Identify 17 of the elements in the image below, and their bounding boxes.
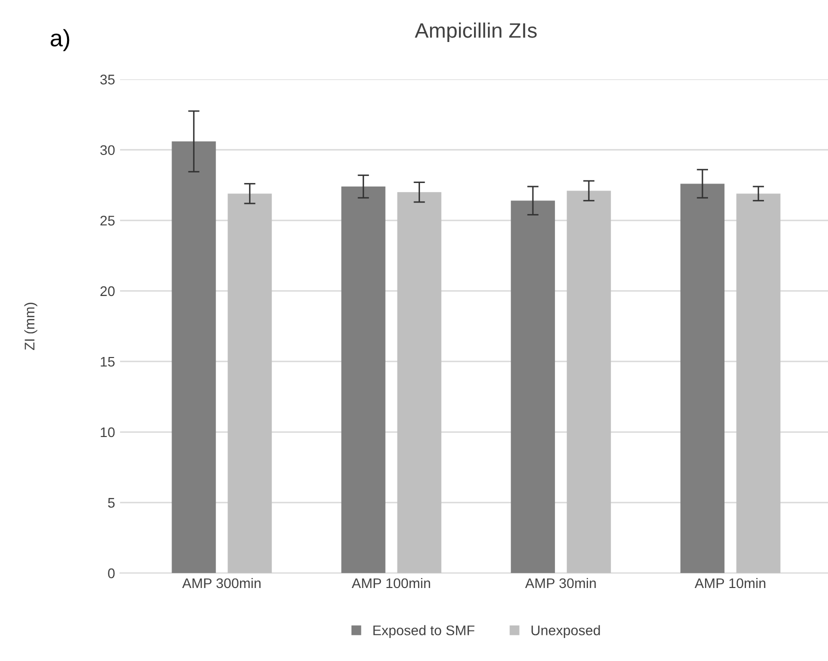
legend-label: Unexposed bbox=[532, 625, 600, 638]
y-tick-label: 35 bbox=[100, 74, 115, 84]
y-tick-label: 15 bbox=[100, 356, 115, 367]
x-tick-label: AMP 100min bbox=[352, 578, 430, 588]
x-tick-label: AMP 300min bbox=[182, 578, 261, 588]
legend-label: Exposed to SMF bbox=[373, 625, 474, 638]
y-tick-label: 25 bbox=[100, 216, 115, 226]
y-axis-title: ZI (mm) bbox=[24, 302, 38, 350]
y-tick-label: 10 bbox=[100, 427, 115, 438]
y-tick-label: 5 bbox=[108, 498, 115, 508]
y-tick-label: 0 bbox=[108, 568, 115, 578]
x-tick-label: AMP 30min bbox=[525, 578, 596, 588]
x-tick-label: AMP 10min bbox=[694, 578, 766, 588]
text: a) bbox=[50, 29, 70, 52]
y-tick-label: 20 bbox=[100, 286, 115, 296]
y-tick-label: 30 bbox=[100, 145, 115, 156]
chart-title: Ampicillin ZIs bbox=[414, 22, 537, 42]
